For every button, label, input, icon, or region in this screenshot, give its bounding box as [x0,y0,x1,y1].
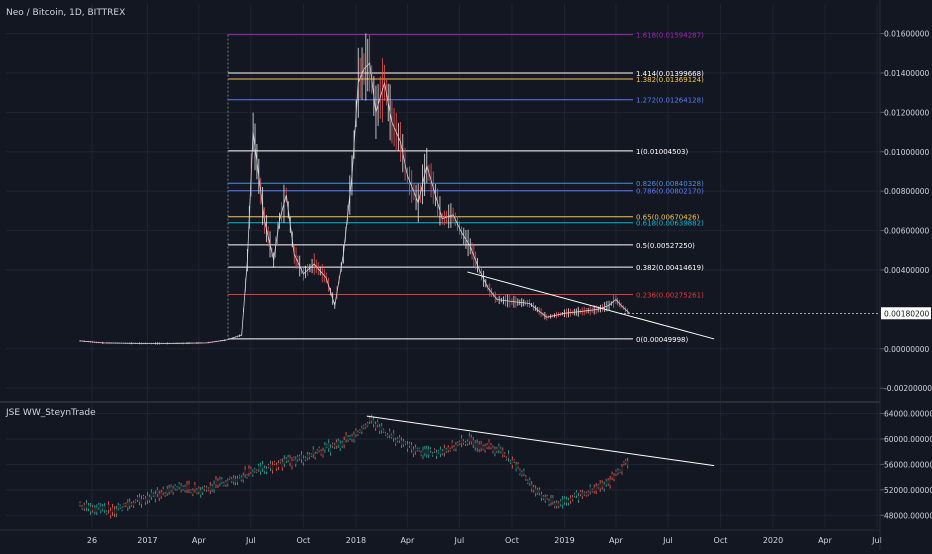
x-tick-label: Jul [871,536,882,545]
y-tick-label: 0.00000000 [884,345,930,354]
fib-level-label: 0.5(0.00527250) [636,242,695,250]
indicator-y-tick-label: 60000.00000000 [884,435,932,444]
indicator-y-tick-label: 56000.00000000 [884,460,932,469]
x-tick-label: Oct [505,536,519,545]
fib-level-label: 0.618(0.00639882) [636,220,704,228]
fib-level-label: 0.236(0.00275261) [636,292,704,300]
indicator-y-tick-label: 52000.00000000 [884,486,932,495]
x-tick-label: Jul [662,536,673,545]
fib-level-label: 1.618(0.01594287) [636,32,704,40]
fib-level-label: 0(0.00049998) [636,336,688,344]
x-tick-label: Oct [296,536,310,545]
x-tick-label: Jul [454,536,465,545]
y-tick-label: 0.01400000 [884,69,930,78]
current-price-label: 0.00180200 [884,309,930,318]
fib-level-label: 1.272(0.01264128) [636,97,704,105]
x-tick-label: 2018 [346,536,366,545]
fib-level-label: 1.414(0.01399668) [636,70,704,78]
x-tick-label: Apr [400,536,415,545]
x-tick-label: Apr [818,536,833,545]
y-tick-label: 0.00800000 [884,187,930,196]
indicator-y-tick-label: 64000.00000000 [884,410,932,419]
fib-level-label: 1(0.01004503) [636,148,688,156]
y-tick-label: 0.00600000 [884,227,930,236]
fib-level-label: 1.382(0.01369124) [636,76,704,84]
fib-level-label: 0.382(0.00414619) [636,264,704,272]
price-series [79,33,880,345]
y-tick-label: -0.00200000 [884,384,932,393]
fibonacci-levels: 1.618(0.01594287) 1.414(0.01399668)1.382(… [227,32,704,344]
fib-level-label: 0.786(0.00802170) [636,188,704,196]
x-tick-label: 2020 [763,536,783,545]
y-tick-label: 0.01000000 [884,148,930,157]
indicator-title[interactable]: JSE WW_SteynTrade [6,408,96,418]
price-trendline [467,271,715,340]
x-tick-label: Apr [609,536,624,545]
fib-level-label: 0.65(0.00670426) [636,214,700,222]
indicator-trendline [366,415,715,467]
price-line [79,62,630,344]
x-tick-label: Jul [245,536,256,545]
fib-level-label: 0.826(0.00840328) [636,180,704,188]
current-price-badge [881,307,931,320]
y-tick-label: 0.00400000 [884,266,930,275]
indicator-y-tick-label: 48000.00000000 [884,511,932,520]
x-tick-label: 26 [87,536,97,545]
x-tick-label: 2019 [554,536,574,545]
y-tick-label: 0.01600000 [884,30,930,39]
x-tick-label: 2017 [137,536,157,545]
x-tick-label: Oct [714,536,728,545]
indicator-series [79,414,715,519]
symbol-title[interactable]: Neo / Bitcoin, 1D, BITTREX [6,8,126,18]
y-tick-label: 0.01200000 [884,108,930,117]
x-tick-label: Apr [192,536,207,545]
